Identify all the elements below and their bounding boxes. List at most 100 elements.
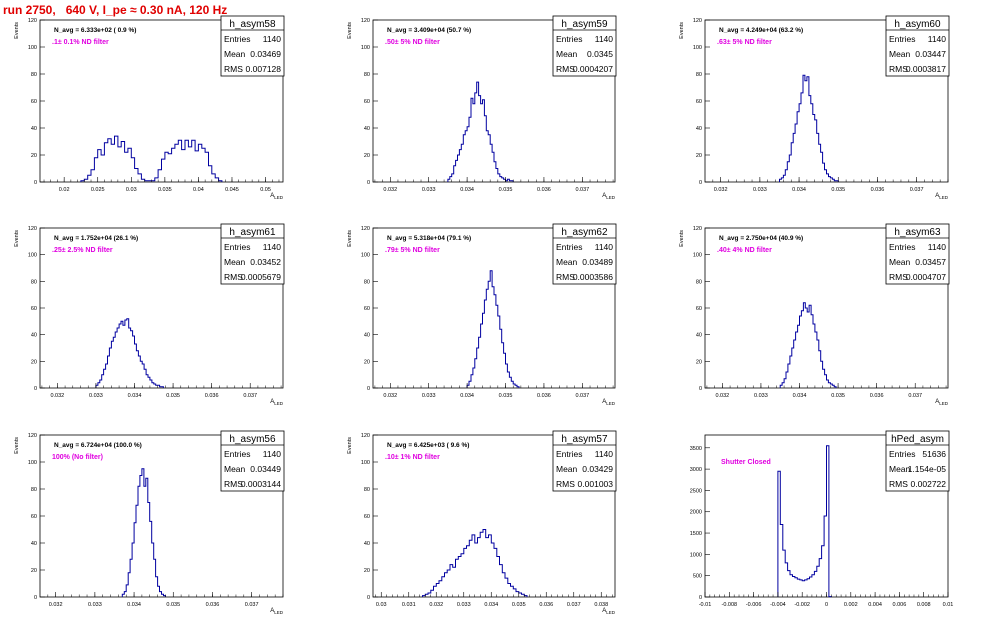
stats-label: Mean <box>889 257 911 267</box>
y-tick-label: 40 <box>31 333 37 339</box>
y-tick-label: 20 <box>364 153 370 159</box>
y-tick-label: 3000 <box>690 467 702 473</box>
stats-label: Mean <box>224 257 246 267</box>
histogram-panel-hPed_asym: 0 500 1000 1500 2000 2500 3000 3500 -0.01 -0.008 -… <box>690 430 953 608</box>
y-tick-label: 40 <box>364 126 370 132</box>
y-tick-label: 40 <box>696 333 702 339</box>
stats-box <box>552 223 617 285</box>
stats-label: Mean <box>224 464 246 474</box>
histogram-panel-h_asym63: 0 20 40 60 80 100 120 0.032 0.033 0.034 0.035 0.036… <box>679 223 950 406</box>
x-tick-label: 0.034 <box>793 393 807 399</box>
stats-value: 1140 <box>263 242 282 252</box>
x-tick-label: 0.035 <box>166 602 180 608</box>
y-tick-label: 1500 <box>690 531 702 537</box>
stats-value: 0.03469 <box>250 49 281 59</box>
filter-annotation: .1± 0.1% ND filter <box>52 39 109 46</box>
histogram-line <box>777 445 832 598</box>
y-tick-label: 0 <box>699 180 702 186</box>
stats-label: RMS <box>889 64 908 74</box>
stats-label: Entries <box>889 449 915 459</box>
navg-annotation: N_avg = 1.752e+04 (26.1 %) <box>54 235 138 242</box>
stats-value: 0.03457 <box>915 257 946 267</box>
x-tick-label: 0.006 <box>893 602 907 608</box>
stats-value: 1.154e-05 <box>908 464 947 474</box>
x-tick-label: 0.03 <box>126 187 137 193</box>
stats-value: 0.0003817 <box>906 64 946 74</box>
stats-value: 1140 <box>928 34 947 44</box>
y-tick-label: 120 <box>693 18 702 24</box>
stats-label: RMS <box>556 272 575 282</box>
x-axis-label: ALED <box>270 608 284 615</box>
x-tick-label: 0.033 <box>754 393 768 399</box>
x-tick-label: 0.038 <box>594 602 608 608</box>
stats-label: Mean <box>224 49 246 59</box>
y-tick-label: 20 <box>31 153 37 159</box>
x-tick-label: 0.032 <box>50 393 64 399</box>
histogram-panel-h_asym62: 0 20 40 60 80 100 120 0.032 0.033 0.034 0.035 0.036… <box>347 223 617 406</box>
stats-value: 0.0003144 <box>241 479 281 489</box>
y-tick-label: 120 <box>28 433 37 439</box>
stats-value: 1140 <box>928 242 947 252</box>
stats-title: h_asym56 <box>229 434 276 445</box>
x-tick-label: 0.034 <box>460 187 474 193</box>
stats-value: 0.03452 <box>250 257 281 267</box>
y-tick-label: 100 <box>361 253 370 259</box>
y-tick-label: 0 <box>367 180 370 186</box>
y-tick-label: 40 <box>31 126 37 132</box>
stats-value: 51636 <box>922 449 946 459</box>
y-tick-label: 120 <box>28 226 37 232</box>
y-tick-label: 100 <box>28 253 37 259</box>
y-tick-label: 0 <box>699 386 702 392</box>
stats-label: Mean <box>556 464 578 474</box>
y-axis-label: Events <box>347 230 353 247</box>
stats-title: h_asym59 <box>561 19 608 30</box>
histogram-line <box>95 318 164 388</box>
y-tick-label: 80 <box>696 279 702 285</box>
histogram-panel-h_asym57: 0 20 40 60 80 100 120 0.03 0.031 0.032 0.033 0.034 0… <box>347 430 617 615</box>
y-tick-label: 2500 <box>690 488 702 494</box>
y-tick-label: 120 <box>28 18 37 24</box>
navg-annotation: N_avg = 6.333e+02 ( 0.9 %) <box>54 27 136 34</box>
x-tick-label: 0.036 <box>871 187 885 193</box>
stats-label: RMS <box>889 272 908 282</box>
x-tick-label: 0.037 <box>910 187 924 193</box>
stats-title: h_asym60 <box>894 19 941 30</box>
x-axis-label: ALED <box>602 193 616 200</box>
y-tick-label: 20 <box>31 359 37 365</box>
x-tick-label: 0.035 <box>512 602 526 608</box>
histogram-line <box>779 302 837 388</box>
stats-value: 0.007128 <box>246 64 282 74</box>
x-axis-label: ALED <box>935 193 949 200</box>
x-tick-label: 0.032 <box>429 602 443 608</box>
histogram-line <box>447 81 514 182</box>
stats-title: h_asym61 <box>229 227 276 238</box>
x-tick-label: 0.033 <box>422 393 436 399</box>
y-axis-label: Events <box>14 230 20 247</box>
x-tick-label: 0.02 <box>59 187 70 193</box>
y-axis-label: Events <box>347 437 353 454</box>
x-tick-label: 0.05 <box>260 187 271 193</box>
filter-annotation: .10± 1% ND filter <box>385 454 440 461</box>
stats-title: h_asym58 <box>229 19 276 30</box>
stats-label: Entries <box>224 34 250 44</box>
x-tick-label: 0.03 <box>376 602 387 608</box>
x-axis-label: ALED <box>270 193 284 200</box>
stats-label: Entries <box>889 242 915 252</box>
histogram-panel-h_asym60: 0 20 40 60 80 100 120 0.032 0.033 0.034 0.035 0.036… <box>679 15 950 200</box>
y-tick-label: 40 <box>31 541 37 547</box>
x-axis-label: ALED <box>602 399 616 406</box>
y-tick-label: 20 <box>696 153 702 159</box>
y-tick-label: 60 <box>31 99 37 105</box>
histogram-panel-h_asym61: 0 20 40 60 80 100 120 0.032 0.033 0.034 0.035 0.036… <box>14 223 285 406</box>
y-tick-label: 80 <box>364 487 370 493</box>
y-tick-label: 120 <box>361 226 370 232</box>
x-tick-label: 0.035 <box>831 393 845 399</box>
y-tick-label: 60 <box>364 99 370 105</box>
x-tick-label: -0.008 <box>721 602 737 608</box>
y-tick-label: 80 <box>31 279 37 285</box>
x-tick-label: 0.036 <box>537 187 551 193</box>
x-tick-label: 0.033 <box>753 187 767 193</box>
y-tick-label: 0 <box>699 595 702 601</box>
histogram-line <box>422 529 528 597</box>
